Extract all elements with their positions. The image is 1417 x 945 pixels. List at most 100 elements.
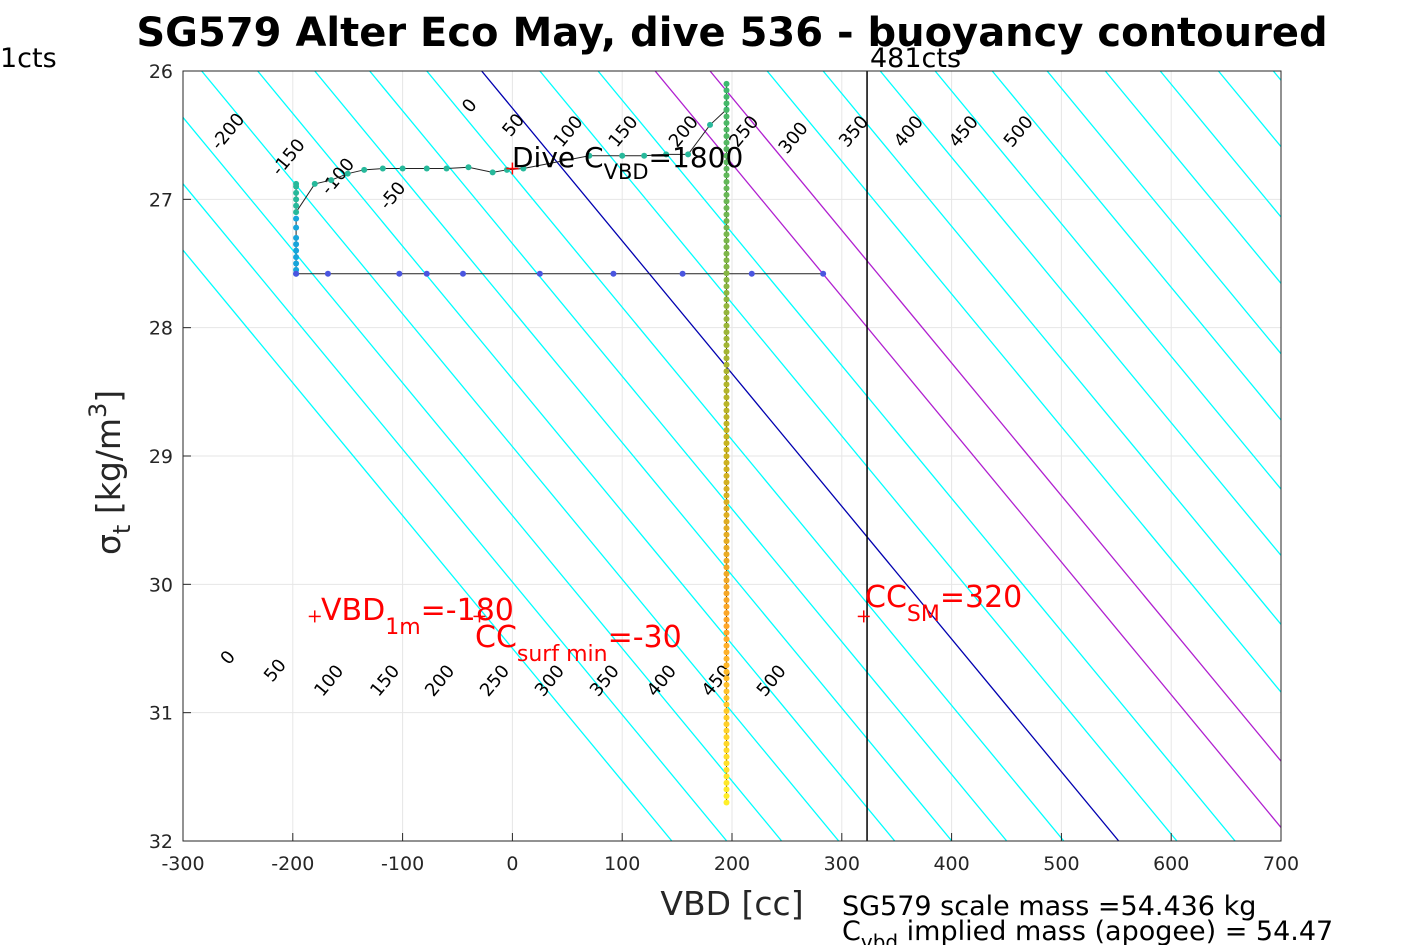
column-point xyxy=(723,583,730,590)
column-point xyxy=(723,100,730,107)
column-point xyxy=(723,668,730,675)
column-point xyxy=(723,714,730,721)
column-point xyxy=(723,250,730,257)
column-point xyxy=(723,505,730,512)
column-point xyxy=(723,185,730,192)
contour-line xyxy=(1159,71,1281,219)
column-point xyxy=(723,655,730,662)
column-point xyxy=(723,191,730,198)
column-point xyxy=(723,316,730,323)
column-point xyxy=(723,126,730,133)
column-point xyxy=(723,760,730,767)
column-point xyxy=(723,87,730,94)
y-tick-label: 30 xyxy=(149,574,173,596)
track-point xyxy=(293,209,300,216)
column-point xyxy=(723,453,730,460)
column-point xyxy=(723,747,730,754)
contour-line xyxy=(766,71,1281,694)
column-point xyxy=(723,231,730,238)
column-point xyxy=(723,335,730,342)
column-point xyxy=(723,427,730,434)
column-point xyxy=(723,590,730,597)
column-point xyxy=(723,309,730,316)
column-point xyxy=(723,198,730,205)
x-tick-label: 600 xyxy=(1153,853,1189,875)
track-point xyxy=(293,215,300,222)
track-point xyxy=(328,177,335,184)
column-point xyxy=(723,270,730,277)
y-tick-label: 32 xyxy=(149,831,173,853)
track-point xyxy=(293,183,300,190)
column-point xyxy=(723,786,730,793)
column-point xyxy=(723,80,730,87)
column-point xyxy=(723,296,730,303)
column-point xyxy=(723,734,730,741)
column-point xyxy=(723,348,730,355)
contour-line xyxy=(1046,71,1281,355)
x-tick-label: 500 xyxy=(1043,853,1079,875)
column-point xyxy=(723,433,730,440)
contour-line xyxy=(539,71,1178,841)
column-point xyxy=(723,498,730,505)
contour-line xyxy=(597,71,1236,841)
track-point xyxy=(293,224,300,231)
track-point xyxy=(361,166,368,173)
track-point xyxy=(503,166,510,173)
column-point xyxy=(723,133,730,140)
column-point xyxy=(723,512,730,519)
x-tick-label: 100 xyxy=(604,853,640,875)
column-point xyxy=(723,283,730,290)
column-point xyxy=(723,414,730,421)
contour-line xyxy=(654,71,1281,829)
column-point xyxy=(723,570,730,577)
column-point xyxy=(723,106,730,113)
track-point xyxy=(324,270,331,277)
annotation-vbd-1m: VBD1m=-180 xyxy=(321,593,514,640)
track-point xyxy=(459,270,466,277)
contour-line xyxy=(879,71,1281,557)
column-point xyxy=(723,577,730,584)
column-point xyxy=(723,329,730,336)
track-point xyxy=(443,165,450,172)
column-point xyxy=(723,662,730,669)
column-point xyxy=(723,472,730,479)
track-point xyxy=(311,180,318,187)
column-point xyxy=(723,237,730,244)
dive-track xyxy=(293,80,827,806)
contour-line xyxy=(822,71,1281,626)
contour-line xyxy=(1272,71,1281,82)
column-point xyxy=(723,708,730,715)
column-point xyxy=(723,361,730,368)
track-point xyxy=(399,165,406,172)
x-axis-ticks: -300 -200 -100 0 100 200 300 400 500 600 700 xyxy=(161,833,1299,875)
column-point xyxy=(723,120,730,127)
column-point xyxy=(723,766,730,773)
column-point xyxy=(723,224,730,231)
column-point xyxy=(723,701,730,708)
track-point xyxy=(344,170,351,177)
column-point xyxy=(723,525,730,532)
column-point xyxy=(723,675,730,682)
column-point xyxy=(723,636,730,643)
track-point xyxy=(293,196,300,203)
x-tick-label: 0 xyxy=(506,853,518,875)
track-point xyxy=(685,151,692,158)
contour-line xyxy=(201,71,840,841)
contour-line xyxy=(991,71,1281,422)
track-point xyxy=(293,189,300,196)
track-point xyxy=(293,234,300,241)
column-point xyxy=(723,257,730,264)
contour-line xyxy=(369,71,1008,841)
column-point xyxy=(723,681,730,688)
track-point xyxy=(293,247,300,254)
y-tick-label: 28 xyxy=(149,318,173,340)
column-point xyxy=(723,387,730,394)
track-point xyxy=(641,152,648,159)
column-point xyxy=(723,538,730,545)
column-point xyxy=(723,289,730,296)
track-point xyxy=(489,169,496,176)
column-point xyxy=(723,629,730,636)
column-point xyxy=(723,694,730,701)
column-point xyxy=(723,113,730,120)
